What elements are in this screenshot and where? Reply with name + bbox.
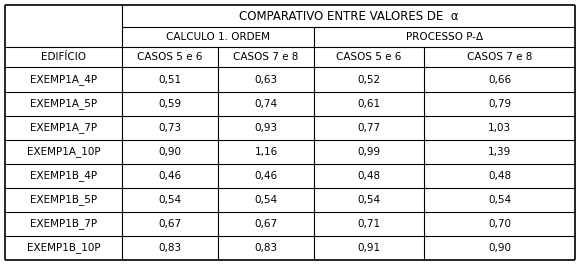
Text: 0,54: 0,54 bbox=[158, 195, 182, 205]
Text: CASOS 5 e 6: CASOS 5 e 6 bbox=[336, 52, 402, 62]
Text: EXEMP1A_7P: EXEMP1A_7P bbox=[30, 123, 97, 133]
Text: 0,52: 0,52 bbox=[357, 75, 380, 84]
Text: 0,48: 0,48 bbox=[488, 171, 511, 181]
Text: EXEMP1A_10P: EXEMP1A_10P bbox=[27, 147, 100, 157]
Text: 0,99: 0,99 bbox=[357, 147, 380, 157]
Text: 0,54: 0,54 bbox=[488, 195, 511, 205]
Text: 0,54: 0,54 bbox=[357, 195, 380, 205]
Text: 1,39: 1,39 bbox=[488, 147, 511, 157]
Text: EDIFÍCIO: EDIFÍCIO bbox=[41, 52, 86, 62]
Text: 0,83: 0,83 bbox=[255, 243, 278, 253]
Text: 0,46: 0,46 bbox=[255, 171, 278, 181]
Text: 0,90: 0,90 bbox=[158, 147, 182, 157]
Text: 0,83: 0,83 bbox=[158, 243, 182, 253]
Text: 0,66: 0,66 bbox=[488, 75, 511, 84]
Text: 0,77: 0,77 bbox=[357, 123, 380, 133]
Text: 0,73: 0,73 bbox=[158, 123, 182, 133]
Text: 0,91: 0,91 bbox=[357, 243, 380, 253]
Text: CASOS 5 e 6: CASOS 5 e 6 bbox=[137, 52, 202, 62]
Text: 0,51: 0,51 bbox=[158, 75, 182, 84]
Text: EXEMP1B_7P: EXEMP1B_7P bbox=[30, 218, 97, 229]
Text: 0,71: 0,71 bbox=[357, 219, 380, 229]
Text: 0,90: 0,90 bbox=[488, 243, 511, 253]
Text: 0,61: 0,61 bbox=[357, 99, 380, 109]
Text: CALCULO 1. ORDEM: CALCULO 1. ORDEM bbox=[166, 32, 270, 42]
Text: 1,03: 1,03 bbox=[488, 123, 511, 133]
Text: EXEMP1A_4P: EXEMP1A_4P bbox=[30, 74, 97, 85]
Text: 0,79: 0,79 bbox=[488, 99, 511, 109]
Text: 0,70: 0,70 bbox=[488, 219, 511, 229]
Text: PROCESSO P-Δ: PROCESSO P-Δ bbox=[406, 32, 483, 42]
Text: 1,16: 1,16 bbox=[255, 147, 278, 157]
Text: EXEMP1A_5P: EXEMP1A_5P bbox=[30, 98, 97, 109]
Text: 0,93: 0,93 bbox=[255, 123, 278, 133]
Text: COMPARATIVO ENTRE VALORES DE  α: COMPARATIVO ENTRE VALORES DE α bbox=[239, 9, 458, 23]
Text: 0,54: 0,54 bbox=[255, 195, 278, 205]
Text: 0,59: 0,59 bbox=[158, 99, 182, 109]
Text: CASOS 7 e 8: CASOS 7 e 8 bbox=[233, 52, 299, 62]
Text: CASOS 7 e 8: CASOS 7 e 8 bbox=[467, 52, 532, 62]
Text: EXEMP1B_10P: EXEMP1B_10P bbox=[27, 243, 100, 253]
Text: 0,67: 0,67 bbox=[158, 219, 182, 229]
Text: EXEMP1B_5P: EXEMP1B_5P bbox=[30, 194, 97, 206]
Text: 0,63: 0,63 bbox=[255, 75, 278, 84]
Text: 0,67: 0,67 bbox=[255, 219, 278, 229]
Text: EXEMP1B_4P: EXEMP1B_4P bbox=[30, 171, 97, 182]
Text: 0,48: 0,48 bbox=[357, 171, 380, 181]
Text: 0,46: 0,46 bbox=[158, 171, 182, 181]
Text: 0,74: 0,74 bbox=[255, 99, 278, 109]
